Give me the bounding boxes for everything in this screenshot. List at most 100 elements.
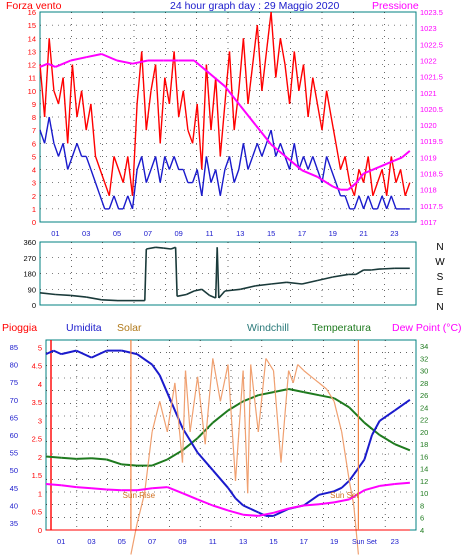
series-humidity-segment (53, 349, 62, 356)
temperature-tick-label: 12 (420, 477, 428, 486)
series-wind_gust-segment (279, 38, 286, 65)
series-wind_gust-segment (247, 64, 254, 104)
series-wind_gust-segment (265, 11, 272, 52)
series-humidity-segment (60, 349, 77, 356)
series-humidity-segment (181, 427, 199, 454)
series-wind_avg-segment (154, 156, 161, 183)
direction-tick-label: 180 (23, 270, 36, 279)
humidity-tick-label: 55 (10, 449, 18, 458)
series-wind_avg-segment (99, 195, 106, 210)
plot-frame (39, 11, 417, 223)
series-wind_gust-segment (381, 169, 388, 196)
series-wind_gust-segment (284, 64, 291, 104)
series-wind_avg-segment (215, 169, 221, 196)
series-direction-segment (332, 273, 349, 278)
series-wind_avg-segment (344, 195, 351, 210)
series-humidity-segment (151, 364, 161, 376)
pressure-tick-label: 1018.5 (420, 170, 443, 179)
rain-tick-label: 2.5 (32, 435, 42, 444)
series-wind_gust-segment (164, 77, 171, 105)
series-solar-segment (333, 401, 343, 433)
direction-tick-label: 0 (32, 301, 36, 310)
series-temperature-segment (76, 457, 92, 460)
series-direction-segment (144, 248, 148, 301)
series-temperature-segment (394, 443, 411, 452)
series-temperature-segment (288, 388, 304, 394)
series-dewpoint-segment (166, 486, 183, 495)
series-pressure-segment (386, 159, 395, 165)
series-wind_gust-segment (242, 38, 249, 104)
time-tick-label: 13 (236, 229, 244, 238)
series-wind_avg-segment (321, 156, 328, 183)
temperature-tick-label: 4 (420, 526, 424, 535)
wind-tick-label: 5 (32, 152, 36, 161)
series-wind_avg-segment (376, 195, 383, 210)
series-wind_avg-segment (94, 182, 101, 197)
temperature-humidity-panel: Sun Rise Sun Set354045505560657075808500.… (10, 339, 428, 555)
wind-tick-label: 12 (28, 61, 36, 70)
series-pressure-segment (316, 175, 334, 188)
series-pressure-segment (394, 156, 403, 162)
humidity-tick-label: 80 (10, 361, 18, 370)
series-wind_gust-segment (238, 38, 245, 91)
wind-tick-label: 7 (32, 126, 36, 135)
series-dewpoint-segment (364, 484, 380, 492)
rain-tick-label: 1.5 (32, 471, 42, 480)
series-wind_avg-segment (316, 169, 323, 183)
series-humidity-segment (234, 497, 244, 507)
temperature-label: Temperatura (312, 322, 371, 334)
time-tick-label: 17 (300, 537, 308, 546)
series-wind_gust-segment (127, 156, 134, 196)
series-humidity-segment (348, 469, 358, 482)
series-wind_gust-segment (62, 77, 69, 144)
series-wind_avg-segment (256, 143, 263, 157)
series-wind_avg-segment (247, 156, 254, 170)
series-wind_gust-segment (191, 103, 198, 144)
time-tick-label: 19 (330, 537, 338, 546)
series-wind_gust-segment (159, 77, 166, 144)
series-pressure-segment (208, 72, 226, 88)
series-wind_avg-segment (90, 169, 97, 183)
series-wind_gust-segment (228, 51, 235, 131)
series-temperature-segment (61, 456, 77, 460)
series-wind_avg-segment (150, 156, 157, 170)
time-tick-label: 09 (178, 537, 186, 546)
series-temperature-segment (106, 458, 123, 466)
series-temperature-segment (379, 434, 396, 446)
series-wind_avg-segment (284, 156, 291, 170)
series-dewpoint-segment (152, 486, 168, 490)
series-solar-segment (136, 493, 146, 525)
series-direction-segment (216, 247, 220, 299)
series-wind_avg-segment (173, 156, 180, 170)
temperature-tick-label: 26 (420, 391, 428, 400)
series-humidity-segment (136, 353, 153, 366)
series-solar-segment (297, 364, 305, 372)
series-wind_gust-segment (196, 103, 203, 170)
series-pressure-segment (370, 166, 380, 172)
rain-label: Pioggia (2, 322, 37, 334)
series-humidity-segment (333, 486, 343, 493)
series-direction-segment (301, 279, 318, 285)
time-tick-label: 01 (57, 537, 65, 546)
time-tick-label: 03 (87, 537, 95, 546)
time-tick-label: 23 (390, 229, 398, 238)
series-temperature-segment (258, 391, 274, 397)
temperature-tick-label: 16 (420, 452, 428, 461)
series-humidity-segment (212, 469, 229, 489)
wind-tick-label: 4 (32, 166, 36, 175)
chart-title: 24 hour graph day : 29 Maggio 2020 (170, 0, 339, 12)
pressure-tick-label: 1021 (420, 89, 437, 98)
direction-tick-label: 360 (23, 238, 36, 247)
series-wind_avg-segment (261, 143, 268, 157)
series-pressure-segment (55, 59, 72, 68)
series-solar-segment (227, 364, 237, 482)
series-solar-segment (130, 523, 138, 555)
series-temperature-segment (363, 421, 381, 436)
humidity-tick-label: 50 (10, 466, 18, 475)
time-tick-label: 19 (329, 229, 337, 238)
series-temperature-segment (181, 437, 199, 452)
series-wind_avg-segment (252, 143, 258, 157)
series-direction-segment (39, 292, 56, 296)
series-wind_gust-segment (325, 90, 332, 118)
